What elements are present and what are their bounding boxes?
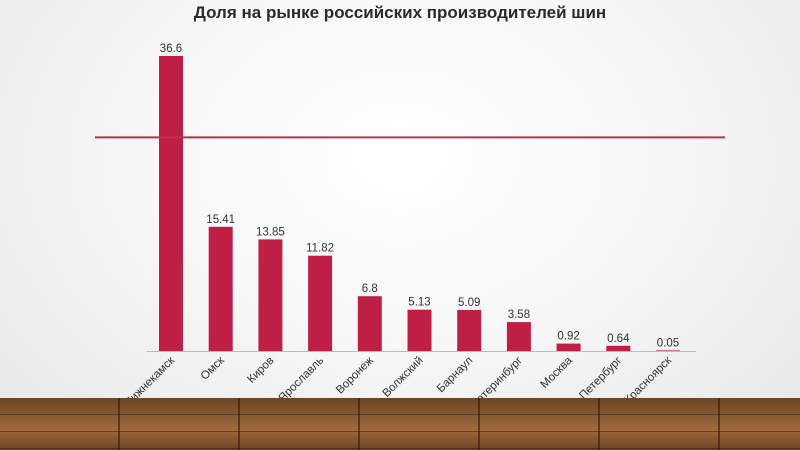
chart-title: Доля на рынке российских производителей … — [193, 3, 607, 22]
category-label: Воронеж — [334, 354, 376, 396]
data-label: 6.8 — [362, 283, 378, 295]
data-label: 0.64 — [607, 333, 630, 345]
bar — [308, 255, 333, 351]
bar — [656, 350, 680, 351]
data-label: 5.09 — [458, 297, 480, 309]
data-label: 0.92 — [557, 331, 579, 343]
bar — [357, 296, 382, 351]
data-label: 5.13 — [408, 297, 430, 309]
category-label: Москва — [538, 354, 575, 391]
bar — [159, 56, 183, 351]
category-label: Киров — [245, 355, 276, 386]
bar — [457, 310, 482, 351]
data-label: 15.41 — [206, 214, 235, 226]
data-label: 0.05 — [657, 337, 679, 349]
bar — [556, 343, 581, 351]
category-label: Барнаул — [435, 355, 475, 395]
bar — [606, 345, 631, 351]
bar — [208, 226, 233, 351]
category-label: Омск — [199, 354, 228, 383]
data-label: 11.82 — [306, 243, 334, 255]
data-label: 3.58 — [508, 309, 530, 321]
data-label: 13.85 — [256, 226, 285, 238]
category-label: Волжский — [380, 355, 425, 400]
bar — [258, 239, 283, 351]
wooden-floor-decoration — [0, 398, 800, 450]
bar — [407, 309, 432, 351]
data-label: 36.6 — [160, 43, 182, 55]
category-label: Ярославль — [276, 355, 326, 405]
bar — [506, 322, 531, 351]
